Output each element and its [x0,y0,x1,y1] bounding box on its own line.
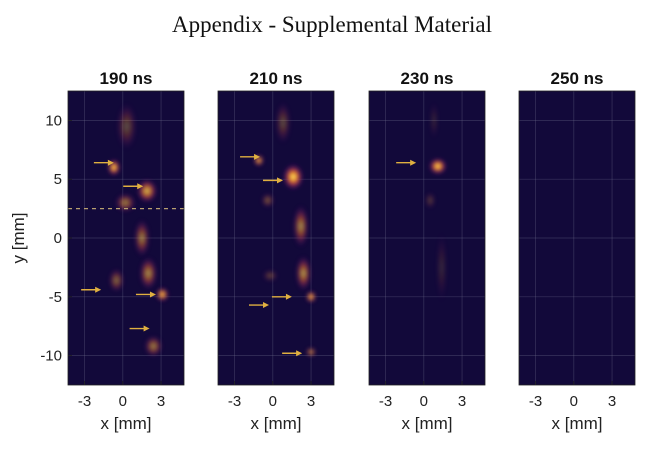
intensity-blob [293,205,309,248]
intensity-blob [275,101,291,144]
arrow-annotation [248,302,269,309]
intensity-blob [295,255,312,291]
arrow-annotation [123,183,144,190]
x-tick-label: 3 [157,393,165,410]
intensity-blob [144,335,163,357]
intensity-blob [305,290,317,303]
panel-title: 210 ns [250,69,303,88]
arrow-annotation [135,291,156,298]
x-tick-label: -3 [78,393,91,410]
y-axis-label: y [mm] [9,213,28,264]
x-axis-label: x [mm] [552,414,603,433]
panel-background [519,91,635,385]
panel-2: 210 ns -3 0 3 x [mm] [217,69,335,433]
x-tick-label: 0 [570,393,578,410]
intensity-blob [283,163,304,190]
x-tick-label: 3 [608,393,616,410]
panel-frame [368,90,486,386]
intensity-blob [262,269,278,282]
x-tick-label: 0 [269,393,277,410]
arrow-annotation [271,293,292,300]
x-axis-label: x [mm] [251,414,302,433]
arrow-annotation [282,350,303,357]
intensity-blob [425,192,436,209]
y-tick-label: 5 [54,171,62,188]
panel-frame [217,90,335,386]
x-axis-label: x [mm] [402,414,453,433]
x-tick-label: 0 [119,393,127,410]
x-tick-label: -3 [529,393,542,410]
arrow-annotation [240,153,261,160]
page-title: Appendix - Supplemental Material [171,12,492,37]
intensity-blob [139,256,158,290]
arrow-annotation [81,286,102,293]
intensity-blob [115,193,136,213]
panel-4: 250 ns -3 0 3 x [mm] [518,69,636,433]
x-tick-label: 0 [420,393,428,410]
x-axis-label: x [mm] [101,414,152,433]
intensity-blob [134,219,150,257]
panel-background [218,91,334,385]
intensity-blob [305,347,317,357]
panel-1: 190 ns -3 0 3 x [mm] 10 5 0 -5 -10 y [mm] [9,69,185,433]
panel-title: 250 ns [551,69,604,88]
arrow-annotation [263,177,284,184]
x-tick-label: -3 [379,393,392,410]
arrow-annotation [93,159,114,166]
panel-3: 230 ns -3 0 3 x [mm] [368,69,486,433]
intensity-blob [428,158,447,175]
intensity-blob [136,179,158,203]
panel-frame [518,90,636,386]
panel-title: 230 ns [401,69,454,88]
intensity-blob [155,287,169,302]
intensity-blob [261,193,275,208]
intensity-blob [436,232,447,303]
panel-background [369,91,485,385]
intensity-blob [108,268,125,293]
x-tick-label: 3 [458,393,466,410]
y-tick-label: -5 [49,289,62,306]
intensity-blob [116,102,137,150]
y-tick-label: -10 [40,348,62,365]
arrow-annotation [129,325,150,332]
panel-title: 190 ns [100,69,153,88]
arrow-annotation [396,159,417,166]
y-tick-label: 0 [54,230,62,247]
intensity-blob [430,101,438,140]
y-tick-label: 10 [45,112,62,129]
x-tick-label: 3 [307,393,315,410]
x-tick-label: -3 [228,393,241,410]
